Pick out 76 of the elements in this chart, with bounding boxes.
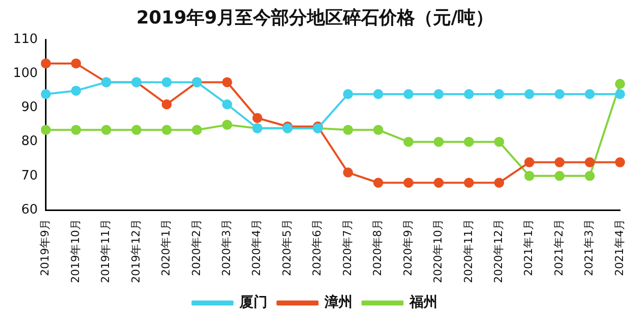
point <box>554 170 565 181</box>
point <box>434 89 444 100</box>
point <box>494 178 504 188</box>
point <box>40 58 51 68</box>
x-tick-label: 2020年4月 <box>250 219 264 276</box>
x-tick-label: 2020年10月 <box>432 219 445 284</box>
x-tick-label: 2020年8月 <box>371 219 384 276</box>
y-tick-label: 100 <box>12 66 38 82</box>
legend-label: 厦门 <box>238 294 268 311</box>
x-tick-label: 2021年4月 <box>612 219 626 276</box>
point <box>434 178 444 188</box>
x-tick-label: 2020年12月 <box>492 219 505 284</box>
x-tick-label: 2021年1月 <box>522 219 536 276</box>
legend-label: 福州 <box>408 294 438 311</box>
point <box>40 89 51 100</box>
y-tick-label: 80 <box>21 134 38 150</box>
point <box>162 99 172 110</box>
point <box>162 124 172 135</box>
point <box>554 89 565 100</box>
point <box>71 58 82 68</box>
point <box>131 124 142 135</box>
point <box>464 136 474 147</box>
point <box>71 86 82 96</box>
x-tick-label: 2019年10月 <box>68 219 82 284</box>
y-tick-label: 60 <box>21 202 38 218</box>
point <box>615 89 625 100</box>
point <box>403 136 414 147</box>
point <box>434 136 444 147</box>
point <box>524 170 534 181</box>
point <box>373 178 384 188</box>
x-tick-label: 2020年1月 <box>160 219 173 276</box>
point <box>615 157 625 168</box>
y-tick-label: 70 <box>21 168 38 184</box>
point <box>403 89 414 100</box>
point <box>40 124 51 135</box>
point <box>252 112 262 123</box>
point <box>554 157 565 168</box>
point <box>101 124 112 135</box>
point <box>403 178 414 188</box>
y-tick-label: 110 <box>12 32 38 47</box>
y-tick-label: 90 <box>21 100 38 116</box>
point <box>373 124 384 135</box>
legend-label: 漳州 <box>324 294 352 311</box>
point <box>494 89 504 100</box>
x-tick-label: 2020年6月 <box>310 219 324 276</box>
x-tick-label: 2021年3月 <box>582 219 596 276</box>
point <box>584 157 595 168</box>
point <box>343 89 354 100</box>
point <box>494 136 504 147</box>
point <box>222 99 232 110</box>
point <box>71 124 82 135</box>
x-tick-label: 2019年12月 <box>129 219 142 284</box>
x-tick-label: 2020年3月 <box>220 219 233 276</box>
point <box>524 157 534 168</box>
x-tick-label: 2020年2月 <box>190 219 203 276</box>
point <box>464 178 474 188</box>
x-tick-label: 2021年2月 <box>552 219 566 276</box>
point <box>584 170 595 181</box>
point <box>584 89 595 100</box>
point <box>524 89 534 100</box>
point <box>192 124 202 135</box>
point <box>343 168 354 178</box>
point <box>343 124 354 135</box>
point <box>615 78 625 89</box>
point <box>162 77 172 88</box>
x-tick-label: 2019年11月 <box>99 219 112 284</box>
chart-title: 2019年9月至今部分地区碎石价格（元/吨） <box>136 7 494 28</box>
x-tick-label: 2020年9月 <box>401 219 414 276</box>
point <box>222 77 232 88</box>
x-tick-label: 2019年9月 <box>38 219 52 276</box>
point <box>464 89 474 100</box>
x-tick-label: 2020年7月 <box>340 219 354 276</box>
x-tick-label: 2020年5月 <box>280 219 294 276</box>
point <box>373 89 384 100</box>
x-tick-label: 2020年11月 <box>462 219 475 284</box>
point <box>222 120 232 130</box>
